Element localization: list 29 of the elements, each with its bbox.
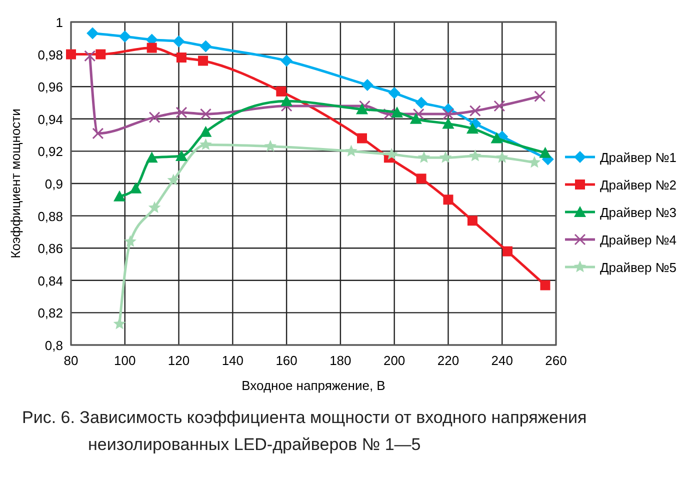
y-tick-label: 0,82 xyxy=(38,306,63,321)
x-axis-title: Входное напряжение, В xyxy=(242,378,386,393)
legend-label: Драйвер №4 xyxy=(600,232,677,248)
y-tick-label: 0,98 xyxy=(38,47,63,62)
x-tick-label: 220 xyxy=(437,353,460,368)
y-tick-label: 0,88 xyxy=(38,208,63,224)
y-axis-title: Коэффициент мощности xyxy=(8,108,23,258)
y-tick-label: 1 xyxy=(56,15,63,30)
x-tick-label: 80 xyxy=(64,353,78,368)
y-tick-label: 0,9 xyxy=(44,176,63,192)
y-tick-label: 0,8 xyxy=(44,338,63,353)
y-tick-label: 0,86 xyxy=(38,241,63,256)
x-tick-label: 100 xyxy=(114,353,136,368)
x-tick-label: 120 xyxy=(168,353,190,368)
x-tick-label: 140 xyxy=(222,353,244,368)
legend-label: Драйвер №1 xyxy=(600,150,677,165)
x-tick-label: 200 xyxy=(383,353,406,368)
x-tick-label: 160 xyxy=(276,353,298,368)
y-tick-label: 0,84 xyxy=(38,273,63,288)
x-tick-label: 240 xyxy=(491,353,513,368)
legend-label: Драйвер №5 xyxy=(600,260,677,275)
legend-label: Драйвер №3 xyxy=(600,205,677,220)
x-tick-label: 260 xyxy=(545,353,567,368)
y-tick-label: 0,92 xyxy=(38,144,63,160)
y-tick-label: 0,94 xyxy=(38,112,63,127)
y-tick-label: 0,96 xyxy=(38,80,63,95)
text: Рис. 6. Зависимость коэффициента мощности от входного напряжения неизолированных LED-драйверов № 1—5 xyxy=(22,408,587,454)
x-tick-label: 180 xyxy=(330,353,352,368)
legend-label: Драйвер №2 xyxy=(600,178,677,192)
